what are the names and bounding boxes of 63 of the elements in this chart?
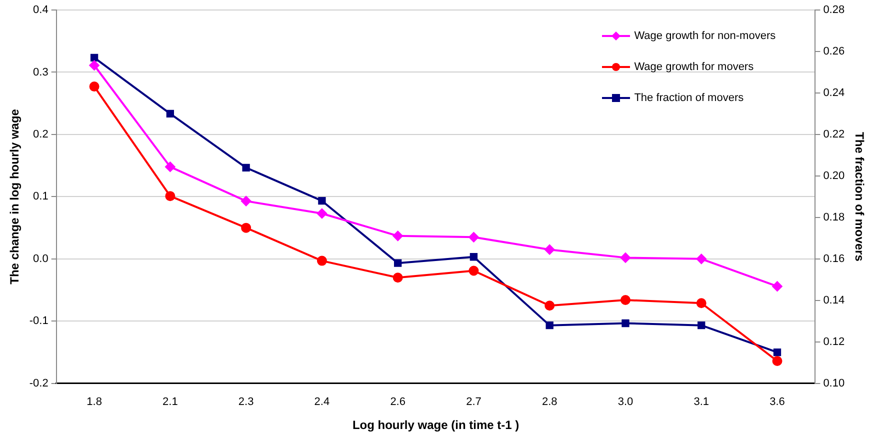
- point: [165, 191, 176, 202]
- point: [620, 295, 630, 306]
- x-tick-label: 2.7: [466, 396, 482, 408]
- x-tick-label: 2.4: [314, 396, 330, 408]
- y-tick-label: -0.2: [29, 377, 48, 390]
- y2-tick-label: 0.26: [823, 46, 845, 58]
- point: [772, 281, 782, 292]
- point: [773, 348, 782, 356]
- x-tick-label: 3.6: [770, 396, 785, 408]
- x-tick-label: 3.0: [618, 396, 634, 408]
- point: [165, 162, 176, 172]
- legend-label: Wage growth for non-movers: [634, 30, 776, 42]
- legend-label: The fraction of movers: [634, 92, 744, 104]
- x-tick-label: 3.1: [694, 396, 710, 408]
- y-axis-title: The change in log hourly wage: [8, 108, 22, 284]
- point: [544, 300, 555, 311]
- y-tick-label: -0.1: [29, 315, 48, 328]
- point: [241, 222, 252, 233]
- x-tick-label: 2.6: [390, 396, 406, 408]
- y2-axis-title: The fraction of movers: [852, 132, 866, 262]
- point: [698, 321, 706, 330]
- point: [241, 196, 252, 206]
- point: [544, 244, 555, 255]
- point: [620, 252, 630, 263]
- x-tick-label: 2.3: [238, 396, 254, 408]
- legend-label: Wage growth for movers: [634, 61, 754, 73]
- y2-tick-label: 0.24: [823, 87, 845, 100]
- point: [696, 298, 706, 308]
- y2-tick-label: 0.16: [823, 252, 845, 265]
- point: [89, 60, 100, 70]
- y-tick-label: 0.0: [33, 252, 48, 265]
- y2-tick-label: 0.14: [823, 294, 845, 306]
- point: [622, 319, 630, 328]
- point: [316, 208, 327, 219]
- y-tick-label: 0.3: [33, 66, 48, 78]
- point: [546, 321, 554, 330]
- x-tick-label: 2.1: [162, 396, 178, 408]
- y2-tick-label: 0.18: [823, 211, 845, 224]
- point: [468, 266, 479, 276]
- point: [392, 230, 403, 241]
- point: [468, 232, 479, 242]
- point: [394, 259, 402, 267]
- y-tick-label: 0.2: [33, 128, 48, 140]
- point: [318, 197, 326, 205]
- point: [696, 254, 706, 264]
- y2-tick-label: 0.12: [823, 336, 845, 348]
- y2-tick-label: 0.20: [823, 170, 845, 182]
- y2-tick-label: 0.28: [823, 4, 845, 16]
- y2-tick-label: 0.22: [823, 128, 845, 140]
- point: [392, 272, 403, 283]
- point: [316, 256, 327, 266]
- x-tick-label: 1.8: [86, 396, 102, 408]
- x-axis-title: Log hourly wage (in time t-1 ): [352, 418, 520, 432]
- x-tick-label: 2.8: [542, 396, 558, 408]
- point: [772, 356, 782, 366]
- point: [90, 54, 98, 62]
- point: [89, 82, 100, 92]
- y-tick-label: 0.4: [33, 4, 48, 16]
- point: [242, 164, 250, 172]
- y2-tick-label: 0.10: [823, 377, 845, 390]
- point: [166, 110, 174, 118]
- y-tick-label: 0.1: [33, 190, 48, 203]
- point: [470, 253, 478, 261]
